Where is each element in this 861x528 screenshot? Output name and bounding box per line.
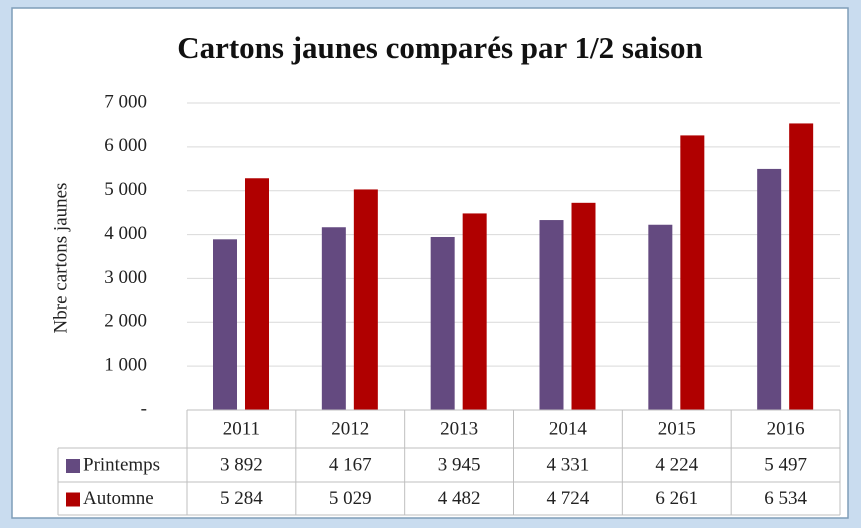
bar (430, 236, 455, 410)
table-value: 4 482 (438, 488, 481, 509)
table-value: 3 945 (438, 454, 481, 475)
bar (789, 123, 814, 410)
legend-label: Automne (83, 488, 154, 509)
bar (539, 220, 564, 410)
x-tick-label: 2015 (658, 418, 696, 439)
legend-swatch (66, 492, 80, 507)
x-tick-label: 2016 (767, 418, 805, 439)
y-tick-label: 6 000 (104, 135, 147, 156)
y-tick-label: 1 000 (104, 355, 147, 376)
legend-swatch (66, 459, 80, 473)
bar (648, 224, 673, 410)
chart-title: Cartons jaunes comparés par 1/2 saison (177, 30, 703, 65)
x-tick-label: 2014 (549, 418, 588, 439)
bar (213, 239, 237, 410)
x-tick-label: 2011 (223, 418, 260, 439)
bar (680, 135, 705, 410)
y-axis-label: Nbre cartons jaunes (50, 183, 71, 334)
y-tick-label: 5 000 (104, 179, 147, 200)
bar (321, 227, 346, 410)
y-tick-label: 4 000 (104, 223, 147, 244)
x-tick-label: 2013 (440, 418, 478, 439)
legend-label: Printemps (83, 454, 160, 475)
table-value: 5 284 (220, 488, 263, 509)
table-value: 4 167 (329, 454, 372, 475)
bar (571, 202, 596, 410)
y-tick-label: 3 000 (104, 267, 147, 288)
table-value: 4 331 (547, 454, 590, 475)
table-value: 6 534 (764, 488, 807, 509)
y-tick-label: - (141, 398, 147, 419)
table-value: 4 724 (547, 488, 590, 509)
table-value: 5 029 (329, 488, 372, 509)
table-value: 5 497 (764, 454, 807, 475)
bar (353, 189, 378, 410)
bar (757, 168, 782, 410)
table-value: 4 224 (655, 454, 698, 475)
table-value: 6 261 (655, 488, 698, 509)
bar (462, 213, 487, 410)
x-tick-label: 2012 (331, 418, 369, 439)
chart-background (11, 7, 849, 519)
y-tick-label: 7 000 (104, 91, 147, 112)
table-value: 3 892 (220, 454, 263, 475)
bar (245, 178, 269, 410)
y-tick-label: 2 000 (104, 311, 147, 332)
